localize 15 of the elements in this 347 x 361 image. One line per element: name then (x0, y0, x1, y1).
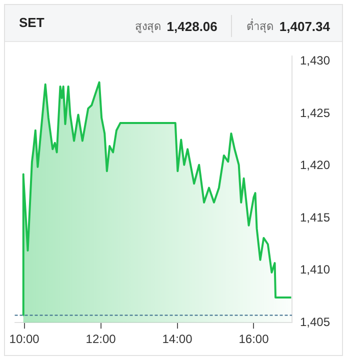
x-tick-label: 10:00 (9, 332, 40, 346)
chart-title: SET (19, 15, 44, 30)
text: 1,407.34 (279, 18, 330, 34)
x-tick-label: 16:00 (238, 332, 270, 346)
y-tick-label: 1,425 (300, 106, 330, 120)
text: ต่ำสุด (246, 18, 274, 35)
y-tick-label: 1,415 (300, 210, 330, 224)
x-tick-label: 12:00 (86, 332, 116, 346)
y-tick-label: 1,410 (300, 262, 330, 277)
y-tick-label: 1,430 (300, 54, 330, 68)
y-tick-label: 1,420 (300, 158, 330, 172)
text: สูงสุด (134, 20, 161, 35)
text: 1,428.06 (166, 18, 218, 34)
x-tick-label: 14:00 (162, 332, 193, 346)
y-tick-label: 1,405 (300, 314, 330, 329)
